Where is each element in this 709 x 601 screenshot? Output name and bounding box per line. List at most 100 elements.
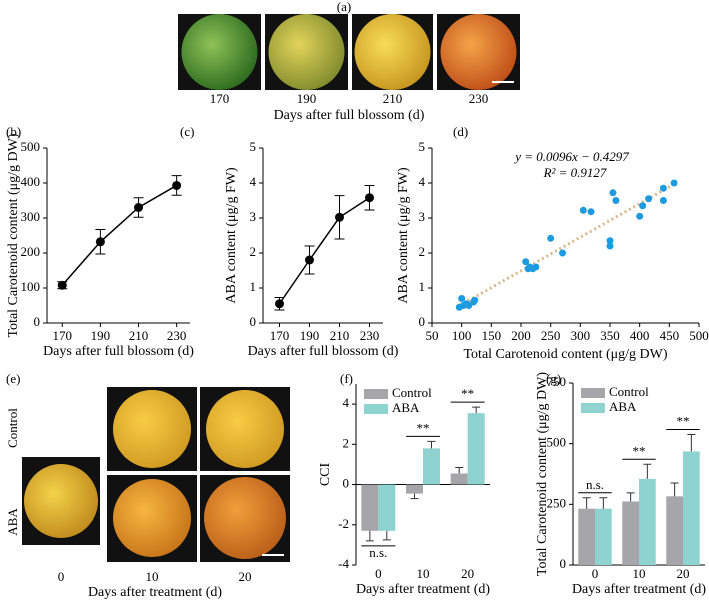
day-label: 210 (383, 91, 403, 106)
x-tick-label: 450 (660, 328, 680, 343)
y-tick-label: 4 (419, 174, 426, 189)
photo-panel-a: (a) 170 190 210 230 Days after full blos… (178, 0, 520, 123)
y-tick-label: 4 (250, 174, 257, 189)
y-tick-label: 3 (419, 209, 426, 224)
y-tick-label: 0 (419, 314, 426, 329)
data-point (458, 295, 466, 302)
data-point (305, 255, 314, 265)
x-axis-label: Total Carotenoid content (μg/g DW) (463, 347, 667, 362)
equation: y = 0.0096x − 0.4297 (513, 149, 629, 164)
y-tick-label: -4 (338, 556, 349, 571)
x-tick-label: 250 (541, 328, 561, 343)
error-bar (472, 406, 481, 414)
data-point (335, 212, 344, 222)
y-tick-label: 0 (343, 476, 350, 491)
error-bar (670, 482, 679, 497)
x-tick-label: 300 (571, 328, 591, 343)
y-axis-label: ABA content (μg/g FW) (224, 167, 239, 304)
x-tick-label: 170 (53, 328, 73, 343)
x-axis-label: Days after full blossom (d) (248, 344, 399, 359)
fruit (24, 464, 98, 538)
data-point (587, 208, 595, 216)
data-point (559, 249, 567, 257)
significance: n.s. (369, 545, 387, 560)
x-tick-label: 190 (91, 328, 111, 343)
x-tick-label: 190 (300, 328, 320, 343)
x-tick-label: 230 (360, 328, 380, 343)
x-tick-label: 170 (270, 328, 290, 343)
bar (595, 508, 612, 565)
data-point (522, 258, 530, 266)
data-point (639, 202, 647, 210)
data-point (659, 197, 667, 204)
bar (450, 473, 468, 485)
data-point (606, 237, 614, 245)
y-tick-label: 300 (21, 209, 41, 224)
bar (578, 508, 595, 565)
y-axis-label: ABA content (μg/g FW) (396, 167, 411, 304)
fruit (440, 14, 517, 90)
legend-label: ABA (392, 400, 420, 415)
legend-swatch (581, 403, 605, 413)
x-tick-label: 0 (592, 566, 599, 581)
bar (467, 413, 485, 485)
x-tick-label: 500 (689, 328, 709, 343)
data-point (547, 234, 555, 242)
fruit (204, 477, 286, 559)
y-tick-label: 500 (547, 435, 567, 450)
data-point (57, 280, 67, 290)
x-tick-label: 0 (375, 566, 382, 581)
x-tick-label: 350 (600, 328, 620, 343)
data-point (95, 237, 105, 247)
legend-label: Control (609, 384, 649, 399)
data-point (579, 206, 587, 214)
x-tick-label: 200 (511, 328, 531, 343)
y-tick-label: 0 (34, 314, 41, 329)
x-tick-label: 150 (482, 328, 502, 343)
y-tick-label: -2 (338, 516, 349, 531)
fruit (268, 14, 345, 90)
trendline (458, 182, 675, 308)
significance: n.s. (586, 477, 604, 492)
data-point (670, 179, 678, 187)
error-bar (643, 463, 652, 479)
error-bar (410, 493, 419, 500)
legend-label: Control (392, 385, 432, 400)
day-label: 190 (297, 91, 317, 106)
fruit (113, 390, 191, 468)
error-bar (455, 466, 464, 474)
y-axis-label: Total Carotenoid content (μg/g DW) (6, 133, 21, 337)
panel-label: (c) (180, 124, 194, 139)
x-tick-label: 20 (677, 566, 690, 581)
r-squared: R² = 0.9127 (543, 165, 607, 180)
x-tick-label: 10 (633, 566, 646, 581)
x-axis-label: Days after full blossom (d) (274, 108, 425, 123)
data-point (609, 189, 617, 197)
y-tick-label: 3 (250, 209, 257, 224)
fruit (354, 14, 431, 90)
y-tick-label: 250 (547, 495, 567, 510)
error-bar (427, 440, 436, 449)
error-bar (687, 433, 696, 452)
error-bar (582, 497, 591, 509)
x-tick-label: 100 (452, 328, 472, 343)
error-bar (365, 530, 374, 542)
row-label: ABA (5, 508, 20, 536)
error-bar (382, 530, 391, 541)
day-label: 20 (239, 569, 252, 584)
data-point (606, 242, 614, 250)
bar (378, 484, 396, 531)
x-axis-label: Days after treatment (d) (572, 582, 706, 597)
x-tick-label: 210 (330, 328, 350, 343)
x-tick-label: 210 (129, 328, 149, 343)
data-point (172, 180, 182, 190)
y-tick-label: 750 (547, 374, 567, 389)
bar (639, 478, 656, 565)
fruit (113, 479, 191, 557)
data-line (278, 197, 370, 305)
x-tick-label: 400 (630, 328, 650, 343)
x-axis-label: Days after treatment (d) (88, 585, 222, 600)
y-tick-label: 4 (343, 395, 350, 410)
x-tick-label: 50 (426, 328, 439, 343)
y-tick-label: 200 (21, 244, 41, 259)
